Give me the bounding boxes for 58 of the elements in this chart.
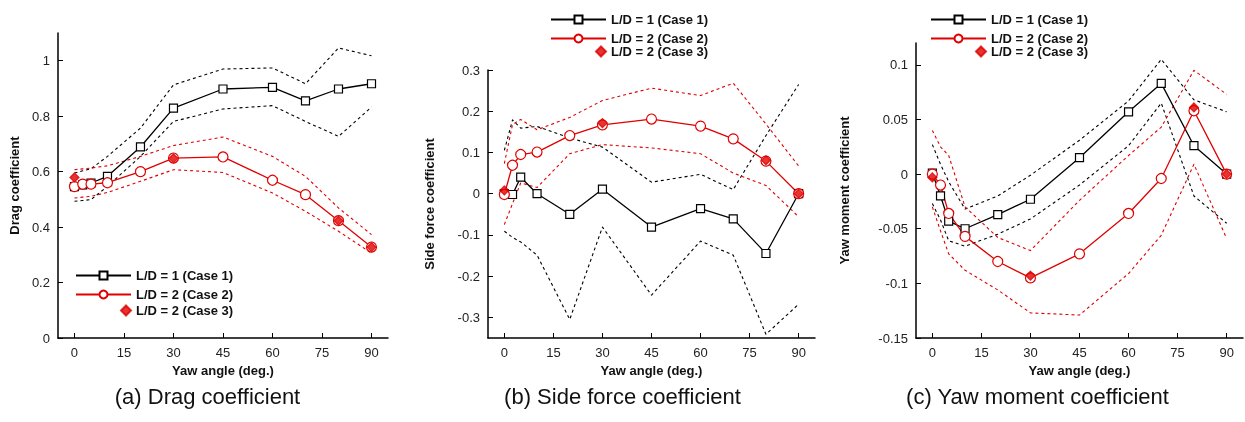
y-tick-label: -0.2 <box>457 268 480 284</box>
y-tick-label: -0.15 <box>878 330 908 346</box>
x-tick-label: 15 <box>116 345 132 360</box>
x-tick-label: 90 <box>791 345 806 360</box>
x-tick-label: 15 <box>974 345 989 360</box>
y-tick-label: -0.05 <box>878 221 908 237</box>
text: (a) Drag coefficient <box>114 383 301 409</box>
text: (b) Side force coefficient <box>504 383 741 409</box>
x-tick-label: 45 <box>644 345 659 360</box>
x-tick-label: 45 <box>215 345 231 360</box>
y-tick-label: 0.4 <box>31 219 50 235</box>
x-tick-label: 0 <box>70 345 79 360</box>
x-tick-label: 60 <box>693 345 708 360</box>
legend-label: L/D = 2 (Case 2) <box>611 31 709 46</box>
y-tick-label: 0.8 <box>31 108 50 124</box>
y-tick-label: 0.2 <box>31 275 50 291</box>
x-tick-label: 0 <box>928 345 936 360</box>
y-tick-label: 0 <box>42 330 50 346</box>
x-axis-title: Yaw angle (deg.) <box>1028 362 1131 378</box>
x-tick-label: 0 <box>500 345 508 360</box>
x-tick-label: 90 <box>364 345 379 360</box>
y-tick-label: 0.1 <box>461 144 480 160</box>
y-axis-title: Side force coefficient <box>422 137 437 270</box>
y-axis-title: Yaw moment coefficient <box>837 115 852 265</box>
x-tick-label: 30 <box>166 345 181 360</box>
legend-label: L/D = 1 (Case 1) <box>611 12 709 27</box>
x-tick-label: 90 <box>1219 345 1234 360</box>
x-tick-label: 60 <box>1121 345 1136 360</box>
y-tick-label: 0 <box>900 166 908 182</box>
legend-label: L/D = 1 (Case 1) <box>136 268 234 283</box>
y-tick-label: 0.6 <box>31 164 50 180</box>
y-axis-title: Drag coefficient <box>7 135 22 235</box>
y-tick-label: 0.05 <box>882 111 908 127</box>
legend-label: L/D = 2 (Case 2) <box>991 31 1089 46</box>
legend-label: L/D = 2 (Case 3) <box>611 44 709 59</box>
legend-label: L/D = 2 (Case 3) <box>991 44 1089 59</box>
x-tick-label: 45 <box>1072 345 1087 360</box>
legend-label: L/D = 2 (Case 2) <box>136 287 234 302</box>
y-tick-label: -0.3 <box>457 309 480 325</box>
y-tick-label: 0.1 <box>889 57 908 73</box>
y-tick-label: 1 <box>42 53 50 69</box>
x-tick-label: 30 <box>595 345 610 360</box>
legend-label: L/D = 1 (Case 1) <box>991 12 1089 27</box>
x-tick-label: 60 <box>265 345 280 360</box>
x-axis-title: Yaw angle (deg.) <box>172 362 274 378</box>
y-tick-label: -0.1 <box>885 275 908 291</box>
y-tick-label: -0.1 <box>457 227 480 243</box>
y-tick-label: 0 <box>472 186 480 202</box>
y-tick-label: 0.2 <box>461 103 480 119</box>
x-tick-label: 75 <box>314 345 330 360</box>
x-tick-label: 15 <box>546 345 561 360</box>
x-tick-label: 75 <box>1170 345 1185 360</box>
x-axis-title: Yaw angle (deg.) <box>600 362 703 378</box>
legend-label: L/D = 2 (Case 3) <box>136 303 234 318</box>
x-tick-label: 30 <box>1023 345 1038 360</box>
x-tick-label: 75 <box>742 345 757 360</box>
text: (c) Yaw moment coefficient <box>906 383 1169 409</box>
y-tick-label: 0.3 <box>461 62 480 78</box>
